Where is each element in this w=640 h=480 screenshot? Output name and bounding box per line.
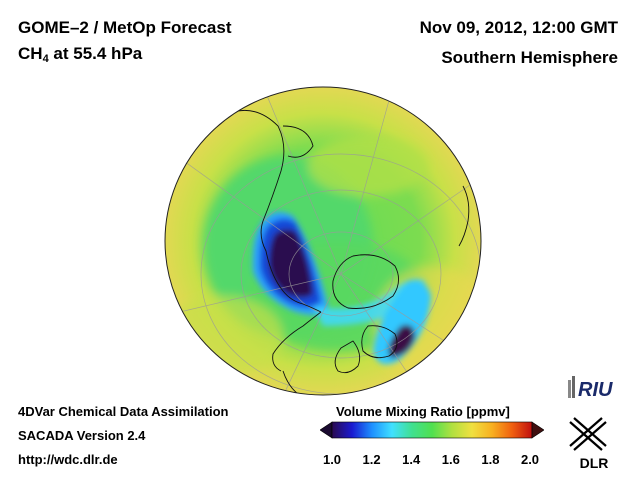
colorbar-tick-label: 2.0 xyxy=(520,452,540,467)
datetime-label: Nov 09, 2012, 12:00 GMT xyxy=(419,18,618,37)
colorbar-title: Volume Mixing Ratio [ppmv] xyxy=(336,404,510,419)
globe-map xyxy=(164,86,482,396)
map-title: GOME–2 / MetOp Forecast xyxy=(18,18,232,37)
colorbar-tick-label: 1.0 xyxy=(322,452,342,467)
region-label: Southern Hemisphere xyxy=(441,48,618,67)
svg-text:RIU: RIU xyxy=(578,379,613,401)
colorbar-tick-label: 1.6 xyxy=(441,452,460,467)
colorbar-tick-label: 1.8 xyxy=(481,452,500,467)
dlr-logo: DLR xyxy=(569,417,609,471)
svg-text:DLR: DLR xyxy=(580,455,609,471)
colorbar xyxy=(320,421,544,439)
footer-url: http://wdc.dlr.de xyxy=(18,452,118,467)
footer-line-1: 4DVar Chemical Data Assimilation xyxy=(18,404,229,419)
colorbar-tick-label: 1.4 xyxy=(402,452,421,467)
footer-line-2: SACADA Version 2.4 xyxy=(18,428,146,443)
species-label: CH4 at 55.4 hPa xyxy=(18,44,143,65)
riu-logo: RIU xyxy=(568,376,613,401)
colorbar-tick-label: 1.2 xyxy=(362,452,381,467)
